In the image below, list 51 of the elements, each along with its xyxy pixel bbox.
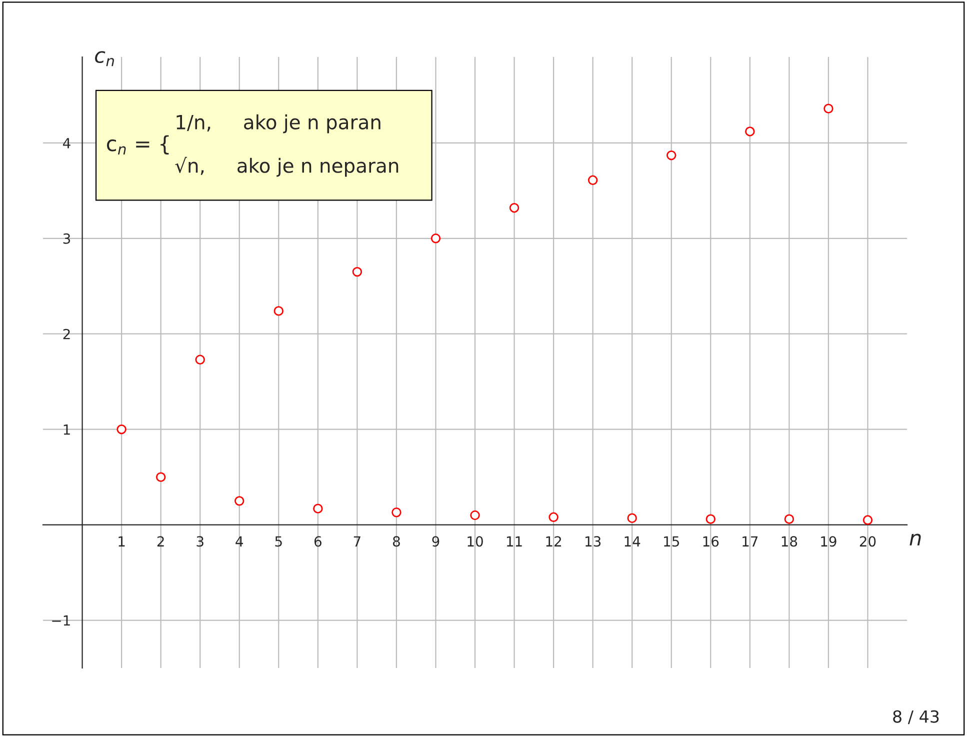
point: [156, 472, 166, 482]
x-tick-label: 14: [624, 536, 640, 546]
x-tick-label: 11: [506, 536, 522, 546]
point: [588, 175, 598, 186]
point: [666, 150, 676, 160]
point: [824, 104, 834, 114]
annotation: c$_{n}$ = {: [106, 135, 169, 154]
y-axis-title: c$_{n}$: [95, 51, 114, 66]
annotation: 1/n, ako je n paran: [176, 114, 380, 134]
point: [274, 306, 284, 316]
x-tick-label: 15: [664, 536, 679, 547]
x-axis-title: n: [910, 534, 921, 546]
x-tick-label: 13: [586, 536, 601, 547]
point: [862, 515, 873, 525]
x-tick-label: 2: [157, 536, 164, 546]
y-tick-label: 1: [64, 424, 70, 435]
y-tick-label: 4: [63, 138, 70, 148]
x-tick-label: 20: [860, 536, 876, 547]
point: [509, 202, 520, 213]
text: 8 / 43: [893, 710, 939, 724]
x-tick-label: 18: [782, 536, 798, 547]
x-tick-label: 3: [196, 536, 204, 547]
x-tick-label: 5: [275, 536, 282, 547]
point: [392, 508, 402, 518]
point: [706, 514, 716, 524]
x-tick-label: 19: [821, 536, 836, 547]
x-tick-label: 9: [432, 536, 440, 547]
y-tick-label: −1: [52, 615, 70, 626]
point: [548, 512, 558, 522]
point: [116, 424, 126, 434]
point: [195, 354, 205, 364]
point: [745, 126, 755, 136]
point: [430, 234, 441, 244]
x-tick-label: 10: [468, 536, 483, 547]
y-tick-label: 2: [63, 328, 70, 340]
point: [234, 496, 244, 506]
x-tick-label: 4: [236, 536, 244, 546]
x-tick-label: 6: [314, 536, 322, 547]
point: [470, 510, 480, 520]
x-tick-label: 12: [546, 536, 561, 546]
point: [352, 266, 362, 277]
x-tick-label: 17: [742, 536, 758, 546]
x-tick-label: 1: [118, 536, 125, 546]
point: [313, 504, 323, 514]
y-tick-label: 3: [63, 233, 70, 244]
x-tick-label: 8: [392, 536, 400, 547]
x-tick-label: 16: [703, 536, 719, 547]
point: [784, 514, 794, 524]
annotation: √n, ako je n neparan: [175, 156, 398, 177]
point: [627, 513, 637, 523]
x-tick-label: 7: [354, 536, 360, 546]
